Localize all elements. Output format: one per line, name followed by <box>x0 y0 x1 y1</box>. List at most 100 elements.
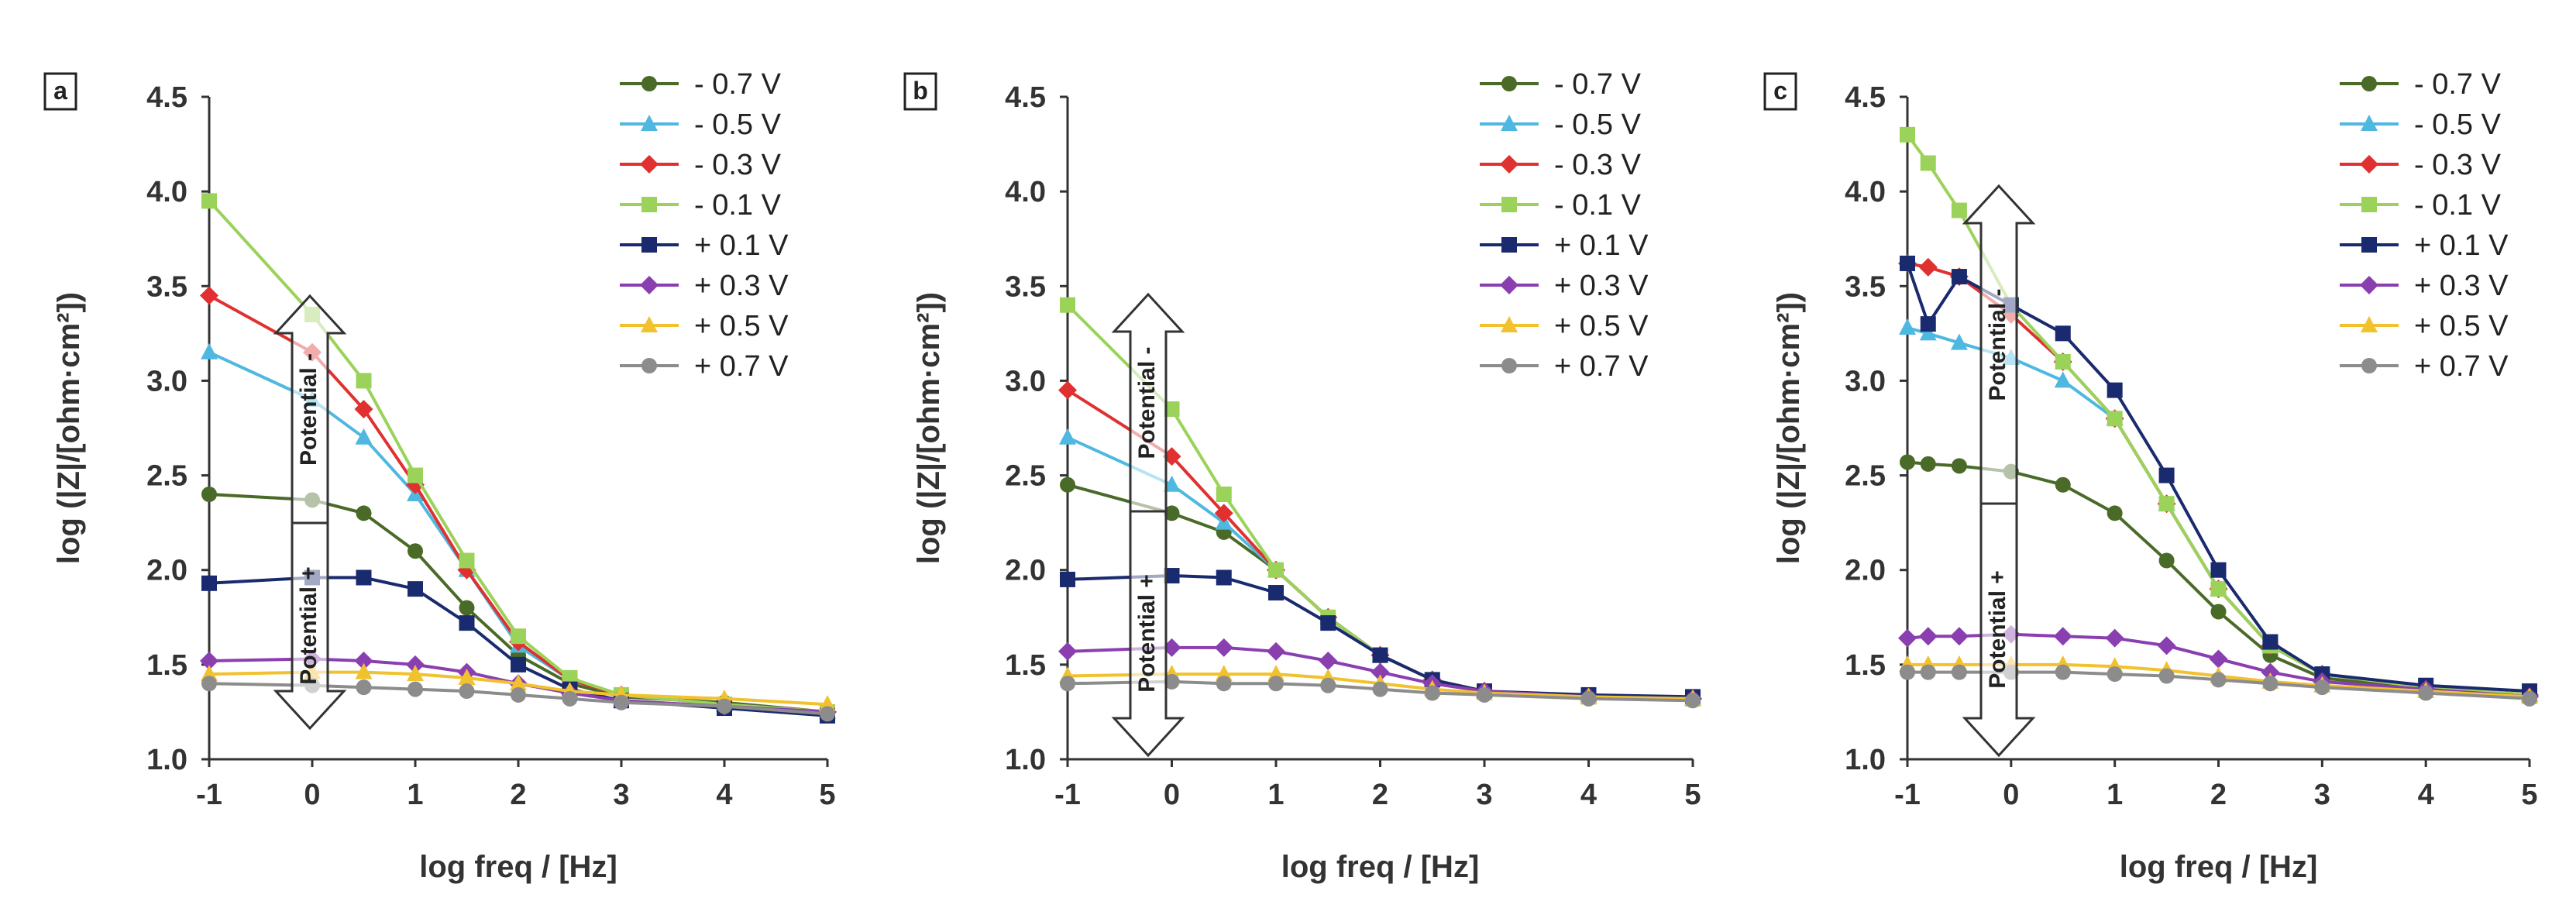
potential-down-label: Potential + <box>1985 570 2010 689</box>
series-line <box>208 670 828 707</box>
data-point <box>2361 316 2378 332</box>
y-tick-label: 4.0 <box>146 176 187 208</box>
data-point <box>2262 676 2279 692</box>
data-point <box>641 358 657 373</box>
potential-down-arrow <box>1111 510 1185 758</box>
legend-label: - 0.5 V <box>694 108 782 141</box>
data-point <box>1164 568 1180 584</box>
y-axis-title: log (|Z|/[ohm·cm²]) <box>52 292 86 564</box>
data-point <box>511 656 526 672</box>
data-point <box>1372 647 1388 663</box>
data-point <box>1216 676 1232 692</box>
data-point <box>2314 679 2330 696</box>
data-point <box>717 698 732 714</box>
data-point <box>2053 627 2072 646</box>
y-tick-label: 4.5 <box>1845 81 1886 114</box>
legend-label: - 0.7 V <box>1554 68 1642 101</box>
data-point <box>407 665 424 682</box>
data-point <box>2361 115 2378 131</box>
panel-label-box <box>43 72 77 111</box>
legend: - 0.7 V - 0.5 V - 0.3 V - 0.1 V + 0.1 V + 0.3… <box>1480 68 1649 383</box>
data-point <box>201 575 217 591</box>
data-point <box>1951 202 1967 218</box>
series--0-7-V <box>1060 673 1701 709</box>
legend-item: - 0.1 V <box>2340 189 2502 222</box>
data-point <box>459 683 475 700</box>
data-point <box>1164 505 1180 521</box>
data-point <box>1060 297 1075 313</box>
legend-item: - 0.5 V <box>620 108 782 141</box>
legend-item: + 0.3 V <box>2340 270 2509 302</box>
legend-item: + 0.3 V <box>1480 270 1649 302</box>
data-point <box>2360 276 2378 294</box>
legend-item: - 0.1 V <box>620 189 782 222</box>
data-point <box>1163 475 1181 492</box>
series-line <box>1067 672 1694 700</box>
data-point <box>562 690 578 707</box>
data-point <box>1919 324 1937 341</box>
data-point <box>1900 255 1915 271</box>
data-point <box>2158 668 2175 684</box>
potential-down-label: Potential + <box>296 566 322 685</box>
x-tick-label: 5 <box>819 779 835 811</box>
data-point <box>458 668 476 685</box>
legend-label: + 0.1 V <box>694 229 789 262</box>
data-point <box>1920 456 1936 472</box>
data-point <box>1501 316 1518 332</box>
data-point <box>1372 681 1388 697</box>
y-tick-label: 2.0 <box>146 555 187 587</box>
data-point <box>201 193 217 209</box>
data-point <box>2522 690 2537 707</box>
data-point <box>510 674 527 691</box>
legend-item: - 0.1 V <box>1480 189 1642 222</box>
legend-item: - 0.5 V <box>2340 108 2502 141</box>
panel-label-box <box>1763 72 1797 111</box>
data-point <box>354 400 373 419</box>
data-point <box>1216 569 1232 586</box>
data-point <box>200 651 218 670</box>
legend-item: + 0.7 V <box>620 350 789 383</box>
series--0-1-V <box>1900 255 2537 700</box>
data-point <box>354 651 373 670</box>
legend-item: - 0.7 V <box>620 68 782 101</box>
x-axis-title: log freq / [Hz] <box>419 850 617 884</box>
data-point <box>1164 673 1180 690</box>
data-point <box>1059 428 1076 445</box>
data-point <box>2361 237 2377 253</box>
legend-label: + 0.5 V <box>694 310 789 342</box>
y-tick-label: 2.0 <box>1005 555 1046 587</box>
legend: - 0.7 V - 0.5 V - 0.3 V - 0.1 V + 0.1 V + 0.3… <box>620 68 789 383</box>
data-point <box>1685 693 1701 709</box>
panel-a: a 1.0 1.5 2.0 2.5 3.0 3.5 4.0 4.5 -1 0 1 2 3 4 5 log fre… <box>43 68 837 884</box>
x-axis-title: log freq / [Hz] <box>1281 850 1480 884</box>
y-tick-label: 3.5 <box>146 270 187 303</box>
data-point <box>614 694 629 710</box>
data-point <box>201 676 217 692</box>
legend-label: - 0.3 V <box>1554 149 1642 181</box>
x-tick-label: 2 <box>510 779 526 811</box>
data-point <box>1949 627 1969 646</box>
data-point <box>1216 487 1232 502</box>
legend-item: + 0.1 V <box>2340 229 2509 262</box>
data-point <box>641 76 657 91</box>
data-point <box>355 662 373 679</box>
legend-item: + 0.5 V <box>1480 310 1649 342</box>
x-tick-label: 4 <box>716 779 732 811</box>
y-axis-title: log (|Z|/[ohm·cm²]) <box>1772 292 1806 564</box>
data-point <box>641 316 658 332</box>
data-point <box>1898 628 1917 648</box>
data-point <box>1900 126 1915 143</box>
data-point <box>408 581 423 597</box>
data-point <box>1580 690 1597 707</box>
panel-label: a <box>43 72 77 111</box>
x-tick-label: 5 <box>1684 779 1701 811</box>
legend-label: + 0.7 V <box>694 350 789 383</box>
legend-label: + 0.3 V <box>1554 270 1649 302</box>
data-point <box>1164 401 1180 418</box>
series-line <box>208 200 828 714</box>
y-tick-label: 3.5 <box>1005 270 1046 303</box>
data-point <box>1500 155 1518 174</box>
x-tick-label: 5 <box>2521 779 2537 811</box>
data-point <box>1268 585 1284 601</box>
data-point <box>820 706 835 722</box>
